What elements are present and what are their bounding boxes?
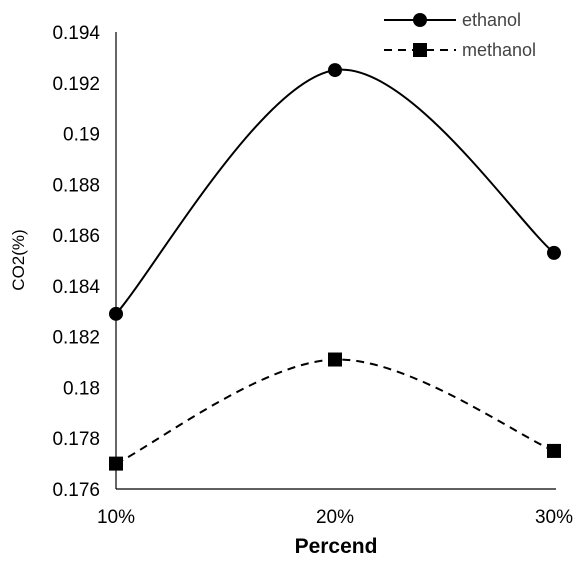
y-tick-label: 0.184 bbox=[52, 277, 100, 298]
legend: ethanol methanol bbox=[384, 10, 536, 60]
y-tick-label: 0.188 bbox=[52, 175, 100, 196]
x-tick-label: 10% bbox=[97, 507, 135, 528]
series-layer bbox=[109, 63, 561, 471]
series-methanol bbox=[109, 352, 561, 471]
data-point bbox=[328, 352, 342, 367]
y-tick-labels: 0.176 0.178 0.18 0.182 0.184 0.186 0.188 0.19 0.… bbox=[52, 23, 100, 501]
y-tick-label: 0.192 bbox=[52, 74, 100, 95]
y-tick-label: 0.19 bbox=[63, 125, 100, 146]
y-axis-label: CO2(%) bbox=[9, 229, 28, 290]
y-tick-label: 0.186 bbox=[52, 226, 100, 247]
y-tick-label: 0.176 bbox=[52, 480, 100, 501]
data-point bbox=[328, 63, 342, 78]
y-tick-label: 0.182 bbox=[52, 328, 100, 349]
axes bbox=[115, 32, 556, 490]
legend-marker bbox=[413, 13, 427, 27]
data-point bbox=[109, 306, 123, 321]
legend-item-ethanol: ethanol bbox=[384, 10, 521, 30]
y-tick-label: 0.178 bbox=[52, 429, 100, 450]
series-ethanol bbox=[109, 63, 561, 321]
series-line bbox=[115, 68, 555, 315]
y-tick-label: 0.194 bbox=[52, 23, 100, 44]
data-point bbox=[547, 443, 561, 458]
x-tick-labels: 10% 20% 30% bbox=[97, 507, 573, 528]
data-point bbox=[109, 456, 123, 471]
series-line bbox=[115, 358, 555, 465]
y-tick-label: 0.18 bbox=[63, 378, 100, 399]
legend-item-methanol: methanol bbox=[384, 40, 536, 60]
legend-label: methanol bbox=[462, 40, 536, 60]
legend-marker bbox=[413, 43, 427, 57]
legend-label: ethanol bbox=[462, 10, 521, 30]
x-tick-label: 30% bbox=[535, 507, 573, 528]
x-axis-label: Percend bbox=[295, 535, 378, 558]
data-point bbox=[547, 245, 561, 260]
x-tick-label: 20% bbox=[316, 507, 354, 528]
